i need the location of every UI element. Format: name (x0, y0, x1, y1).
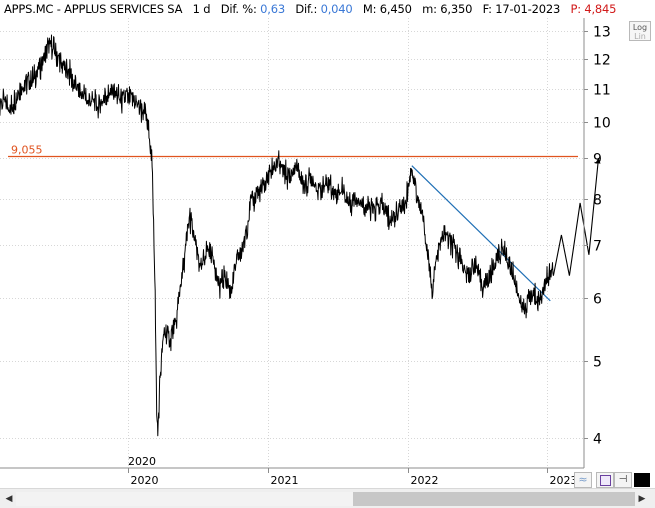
dif-value: 0,040 (320, 2, 353, 16)
y-tick-label: 10 (593, 116, 611, 132)
y-tick-label: 13 (593, 25, 611, 41)
save-icon[interactable] (596, 472, 614, 488)
projection-series (552, 157, 600, 276)
y-tick-label: 11 (593, 83, 611, 99)
symbol-name: APPS.MC - APPLUS SERVICES SA (4, 2, 183, 16)
scroll-right-arrow-icon[interactable]: ▶ (638, 494, 646, 504)
y-tick-label: 8 (593, 193, 602, 209)
log-label: Log (632, 23, 648, 32)
color-swatch-icon[interactable] (634, 473, 650, 487)
scroll-left-arrow-icon[interactable]: ◀ (5, 494, 13, 504)
chart-lines: 9,055 (0, 34, 601, 437)
lin-label: Lin (634, 32, 646, 41)
max-label: M: (362, 2, 377, 16)
scroll-thumb[interactable] (353, 492, 635, 506)
y-tick-label: 9 (593, 152, 602, 168)
horizontal-scrollbar[interactable]: ◀ ▶ (0, 488, 655, 508)
x-tick-label: 2022 (411, 474, 439, 487)
dif-pct-label: Dif. %: (220, 2, 257, 16)
wave-icon[interactable]: ≈ (574, 472, 592, 488)
cursor-year-label: 2020 (128, 455, 156, 468)
projection-arrowhead (595, 157, 601, 164)
y-tick-label: 5 (593, 355, 602, 371)
y-tick-label: 4 (593, 432, 602, 448)
y-tick-label: 7 (593, 239, 602, 255)
x-tick-label: 2021 (271, 474, 299, 487)
log-scale-button[interactable]: Log Lin (629, 21, 651, 41)
x-tick-label: 2020 (131, 474, 159, 487)
min-value: 6,350 (440, 2, 473, 16)
date-label: F: (482, 2, 492, 16)
chart-grid (0, 18, 584, 468)
trend-line (411, 165, 551, 302)
date-value: 17-01-2023 (495, 2, 561, 16)
y-tick-label: 12 (593, 53, 611, 69)
y-tick-label: 6 (593, 292, 602, 308)
price-series (0, 34, 554, 437)
resistance-label: 9,055 (11, 144, 43, 157)
x-tick-label: 2023 (550, 474, 578, 487)
dif-label: Dif.: (295, 2, 318, 16)
chart-header: APPS.MC - APPLUS SERVICES SA 1 d Dif. %:… (4, 2, 616, 16)
p-label: P: (570, 2, 581, 16)
pin-icon[interactable]: ⊣ (614, 472, 632, 488)
p-value: 4,845 (584, 2, 617, 16)
chart-axes: 4 5 6 7 8 9 10 11 12 13 2020 2021 2022 2023 (0, 18, 611, 487)
period-label: 1 d (192, 2, 211, 16)
max-value: 6,450 (379, 2, 412, 16)
dif-pct-value: 0,63 (260, 2, 285, 16)
min-label: m: (422, 2, 437, 16)
